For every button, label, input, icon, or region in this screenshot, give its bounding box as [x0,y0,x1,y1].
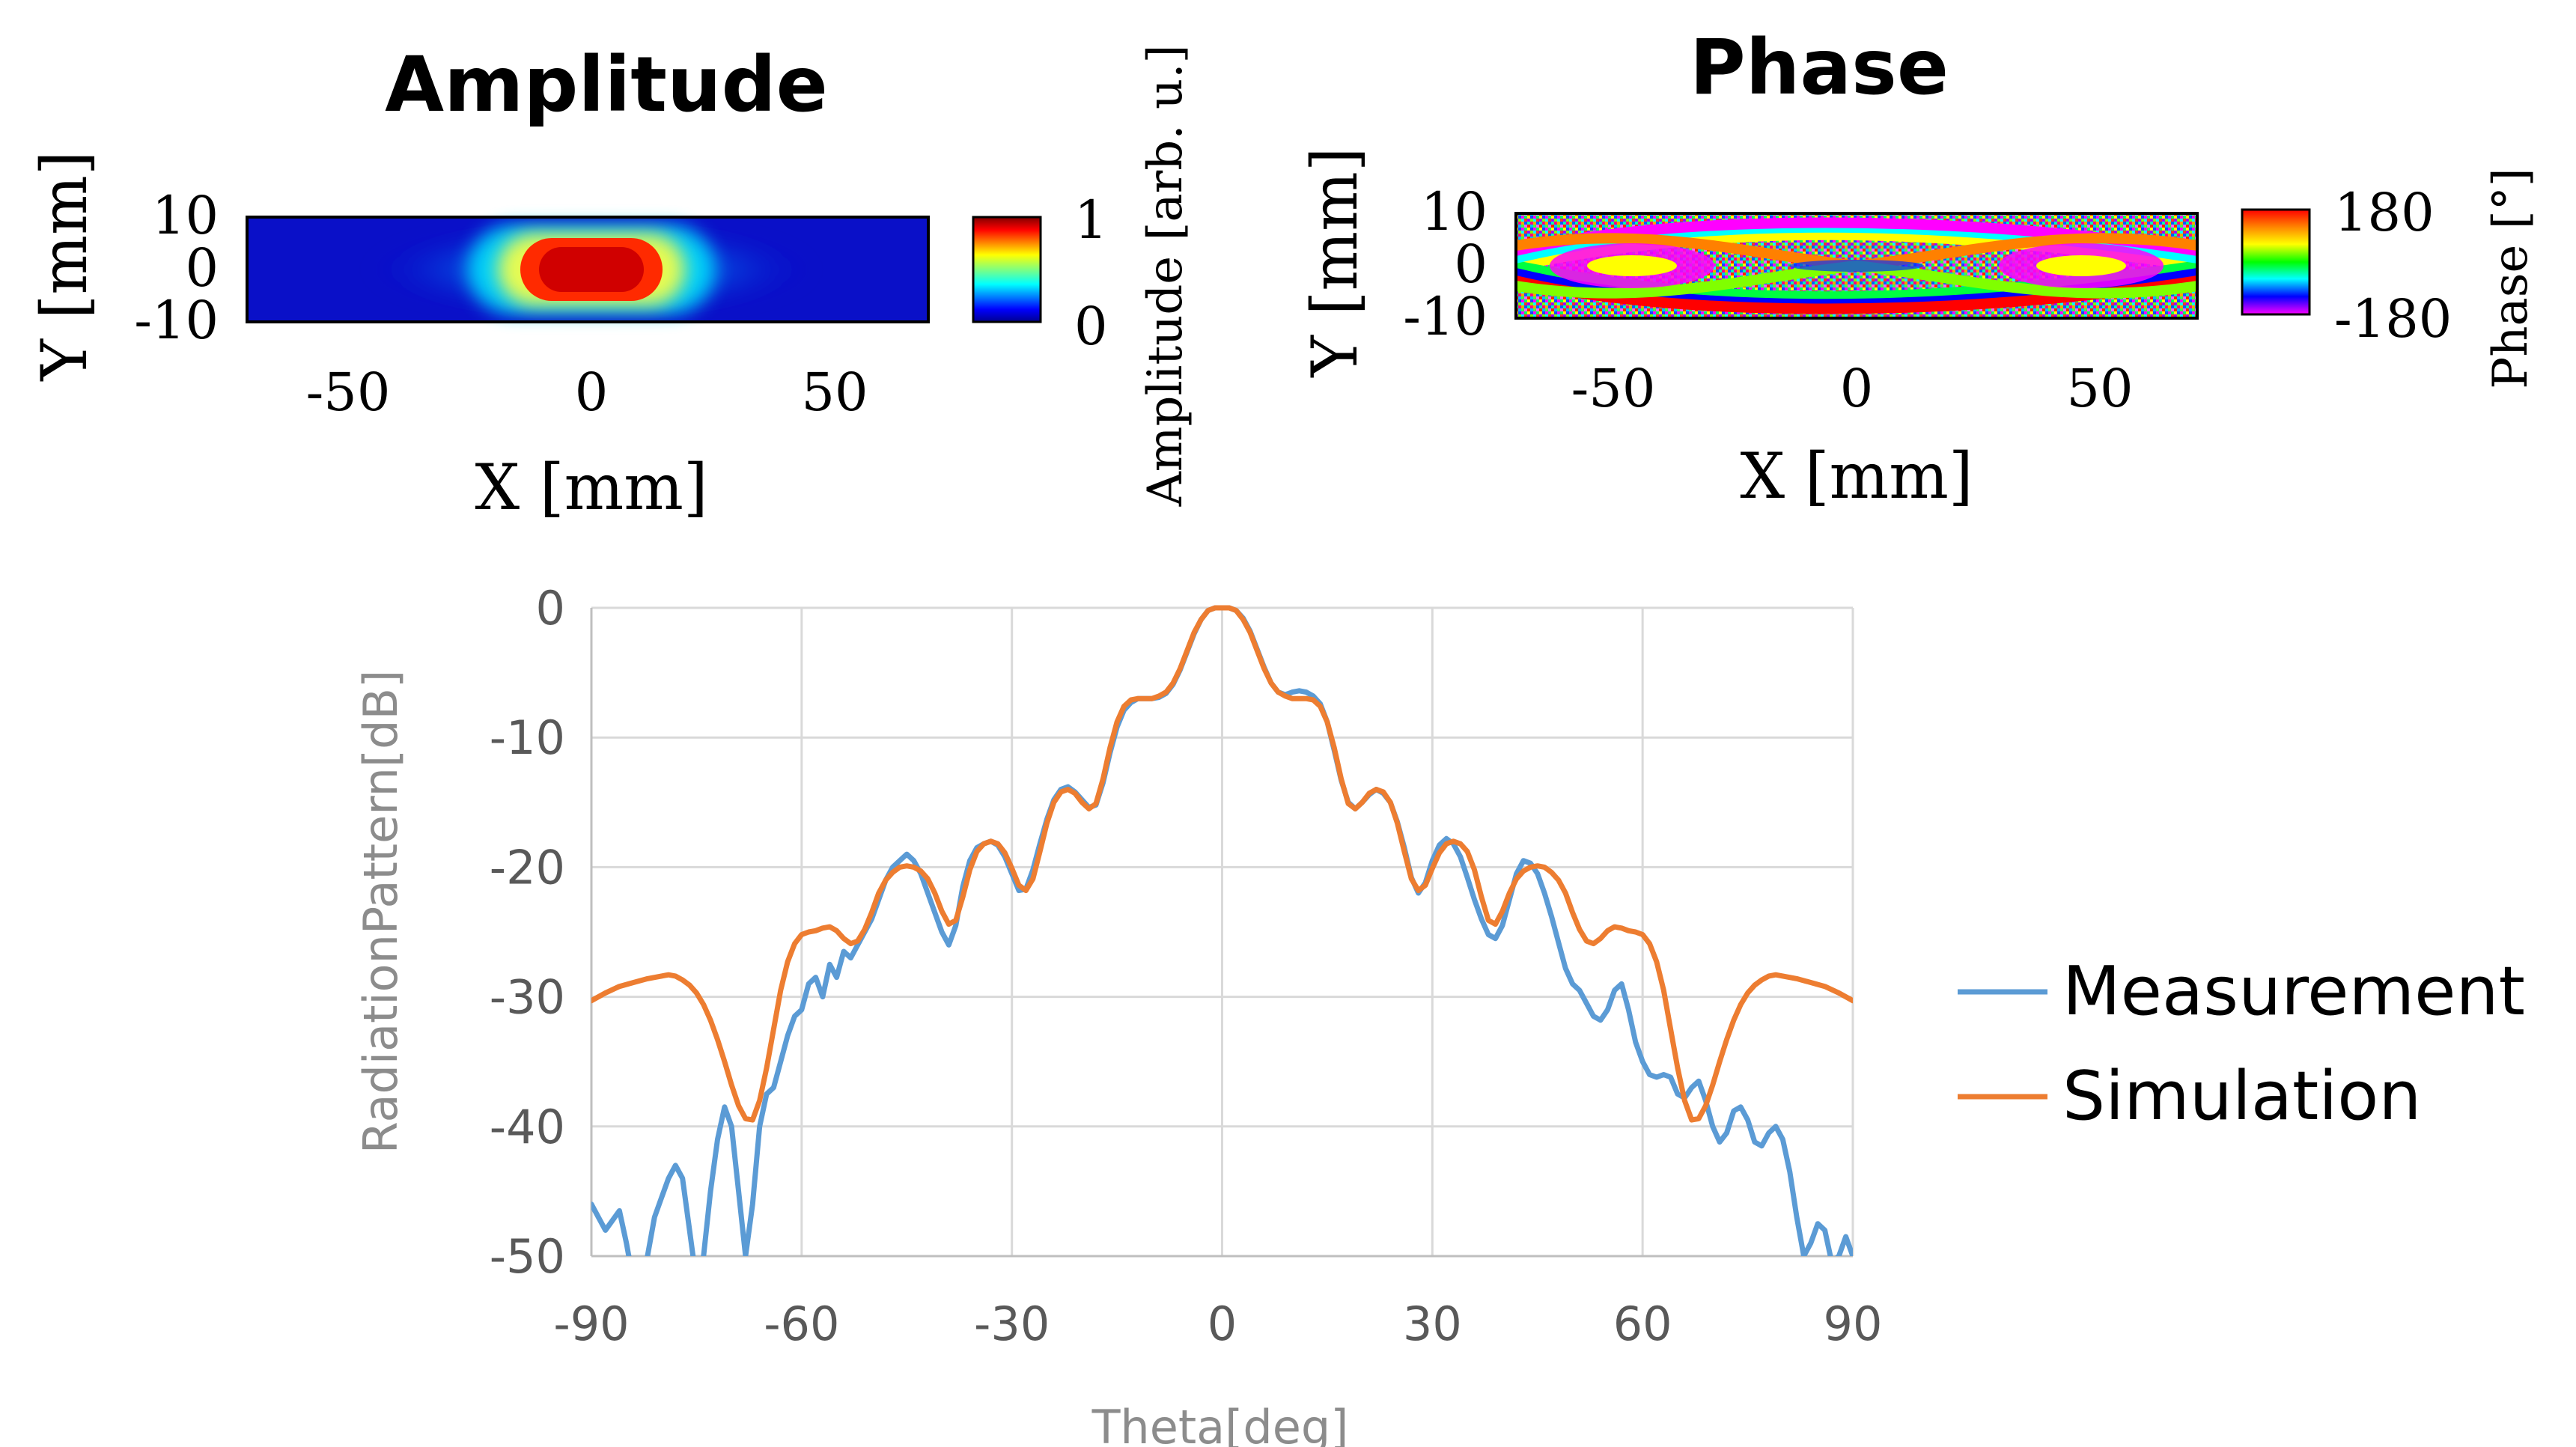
amplitude-ytick-10: 10 [152,185,219,246]
amplitude-ytick-0: 0 [185,237,219,299]
amplitude-xtick-neg50: -50 [306,362,391,423]
y-tick-label: -50 [490,1229,565,1284]
legend-label-simulation: Simulation [2062,1057,2421,1136]
x-tick-label: 0 [1208,1297,1237,1351]
x-tick-label: 90 [1824,1297,1883,1351]
phase-ytick-0: 0 [1454,234,1488,295]
legend-label-measurement: Measurement [2062,952,2525,1031]
x-tick-label: 30 [1403,1297,1462,1351]
radiation-pattern-chart: 0 -10 -20 -30 -40 -50 -90 -60 -30 0 30 60 90 Radiati… [353,581,2525,1447]
phase-xtick-0: 0 [1840,358,1874,419]
x-tick-label: -30 [974,1297,1050,1351]
phase-heatmap-frame [1514,212,2199,320]
phase-xtick-neg50: -50 [1571,358,1656,419]
amplitude-ylabel: Y [mm] [28,150,101,381]
amplitude-colorbar: 1 0 Amplitude [arb. u.] [972,45,1193,508]
y-tick-label: -20 [490,840,565,895]
legend-item-simulation: Simulation [1958,1057,2421,1136]
phase-colorbar: 180 -180 Phase [°] [2241,168,2539,389]
phase-ylabel: Y [mm] [1298,147,1371,377]
y-tick-label: -30 [490,970,565,1025]
y-tick-label: -10 [490,710,565,765]
phase-colorbar-min: -180 [2334,288,2452,350]
radiation-series [591,605,1853,1256]
radiation-ticks: 0 -10 -20 -30 -40 -50 -90 -60 -30 0 30 60 90 [490,581,1883,1351]
amplitude-xtick-0: 0 [575,362,609,423]
amplitude-heatmap-image [246,216,930,323]
x-tick-label: -60 [764,1297,839,1351]
amplitude-xlabel: X [mm] [475,451,707,524]
amplitude-title: Amplitude [385,40,828,130]
phase-xlabel: X [mm] [1740,439,1973,513]
phase-ytick-neg10: -10 [1403,286,1488,347]
amplitude-xtick-50: 50 [801,362,868,423]
phase-panel: Phase Y [mm] 10 0 -10 -50 0 5 [1298,23,2539,513]
amplitude-colorbar-max: 1 [1074,189,1108,251]
phase-colorbar-label: Phase [°] [2483,168,2539,389]
phase-heatmap-image [1516,213,2197,318]
x-tick-label: -90 [553,1297,629,1351]
phase-ytick-10: 10 [1421,181,1488,243]
amplitude-ytick-neg10: -10 [134,290,219,351]
y-tick-label: 0 [536,581,565,636]
phase-colorbar-max: 180 [2334,182,2435,243]
amplitude-colorbar-label: Amplitude [arb. u.] [1138,45,1193,508]
amplitude-panel: Amplitude Y [mm] 10 0 -10 -50 0 50 X [mm… [28,40,1193,524]
radiation-grid [590,606,1854,1258]
phase-xtick-50: 50 [2066,358,2133,419]
radiation-ylabel: RadiationPattern[dB] [353,670,408,1154]
x-tick-label: 60 [1613,1297,1672,1351]
radiation-xlabel: Theta[deg] [1091,1400,1349,1447]
y-tick-label: -40 [490,1100,565,1154]
series-line-simulation [591,605,1853,1123]
phase-title: Phase [1690,23,1949,112]
legend: Measurement Simulation [1958,952,2525,1136]
legend-item-measurement: Measurement [1958,952,2525,1031]
amplitude-colorbar-min: 0 [1074,296,1108,357]
